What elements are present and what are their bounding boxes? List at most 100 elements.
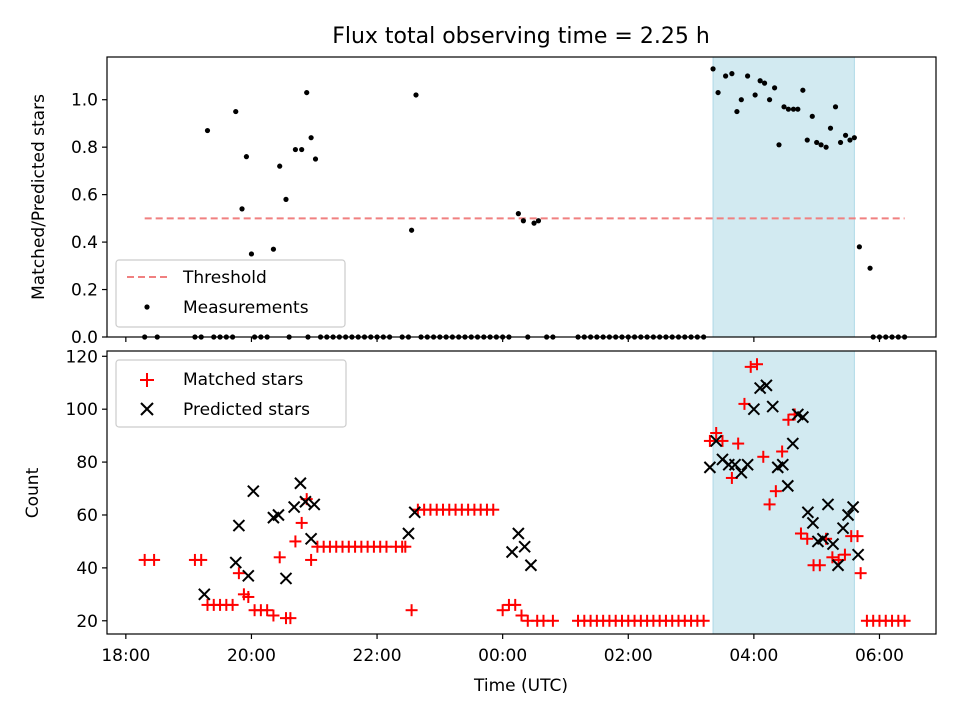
matched-stars-point (226, 598, 239, 611)
legend-threshold-label: Threshold (182, 268, 267, 288)
matched-stars-point (242, 590, 255, 603)
measurement-point (771, 85, 778, 91)
predicted-stars-point (796, 410, 810, 424)
legend-predicted-swatch (140, 402, 154, 416)
matched-stars-point (399, 540, 412, 553)
predicted-stars-point (304, 532, 318, 545)
measurement-point (761, 80, 768, 86)
predicted-stars-point (760, 379, 773, 392)
legend-measurements-label: Measurements (183, 298, 309, 318)
predicted-stars-point (402, 527, 415, 540)
predicted-stars-point (518, 540, 531, 553)
predicted-stars-point (741, 458, 754, 471)
matched-stars-point (826, 551, 839, 564)
legend-matched-swatch (140, 373, 154, 387)
predicted-stars-point (408, 506, 421, 519)
predicted-stars-point (851, 548, 865, 561)
matched-stars-point (794, 527, 807, 540)
predicted-stars-point (272, 508, 285, 522)
matched-stars-point (716, 434, 729, 447)
bottom-y-axis-label: Count (23, 467, 43, 518)
matched-stars-point (305, 553, 318, 566)
matched-stars-point (487, 503, 500, 516)
y-tick-label: 0.6 (71, 186, 98, 206)
bottom-plot-area: 20 40 60 80 100 120 18:00 20:00 22:00 00:00 02:00… (23, 347, 937, 696)
matched-stars-point (751, 358, 764, 371)
predicted-stars-point (524, 559, 538, 572)
predicted-stars-point (735, 466, 748, 479)
matched-stars-point (261, 604, 274, 617)
measurement-point (277, 163, 283, 169)
measurement-point (738, 97, 744, 103)
matched-stars-point (295, 516, 308, 529)
measurement-point (776, 142, 782, 148)
matched-stars-point (195, 553, 208, 566)
matched-stars-point (267, 609, 280, 622)
matched-stars-point (496, 604, 509, 617)
predicted-stars-point (816, 532, 830, 545)
matched-stars-point (854, 567, 867, 580)
matched-stars-point (546, 614, 559, 627)
measurement-point (413, 92, 419, 98)
predicted-stars-point (512, 527, 525, 540)
y-tick-label: 0.2 (71, 281, 98, 301)
measurement-point (535, 218, 542, 224)
measurement-point (312, 156, 319, 162)
measurement-point (239, 206, 245, 212)
predicted-stars-point (279, 572, 293, 585)
matched-stars-point (232, 567, 245, 580)
x-tick-label: 06:00 (855, 646, 904, 666)
bottom-legend-box (115, 359, 347, 428)
matched-stars-point (509, 598, 522, 611)
measurement-point (292, 146, 299, 153)
measurement-point (204, 127, 211, 134)
measurement-point (710, 66, 716, 72)
x-tick-label: 18:00 (101, 646, 150, 666)
measurement-point (842, 132, 849, 138)
measurement-point (781, 104, 787, 110)
predicted-stars-point (229, 556, 242, 569)
y-tick-label: 80 (76, 453, 98, 473)
measurement-point (818, 142, 824, 148)
measurement-point (785, 106, 792, 112)
y-tick-label: 20 (76, 612, 98, 632)
measurement-point (723, 73, 729, 79)
predicted-stars-point (294, 477, 307, 490)
predicted-stars-point (287, 500, 301, 514)
bottom-legend: Matched stars Predicted stars (115, 359, 347, 428)
measurement-point (531, 220, 537, 226)
measurement-point (734, 108, 740, 115)
legend-measurements-swatch (144, 304, 150, 310)
matched-stars-point (769, 485, 782, 498)
predicted-stars-point (826, 537, 840, 551)
predicted-stars-point (766, 400, 779, 413)
matched-stars-point (289, 535, 302, 548)
measurement-point (304, 89, 310, 96)
measurement-point (867, 265, 873, 271)
measurement-point (729, 71, 735, 77)
matched-stars-point (898, 614, 911, 627)
predicted-stars-point (308, 498, 321, 511)
matched-stars-point (284, 612, 297, 625)
predicted-stars-point (831, 559, 845, 572)
predicted-stars-point (299, 495, 312, 508)
measurement-point (299, 146, 305, 153)
measurement-point (744, 73, 751, 79)
measurement-point (809, 113, 815, 119)
predicted-stars-point (198, 588, 211, 601)
predicted-stars-point (841, 508, 855, 522)
measurement-point (283, 196, 289, 202)
x-axis-label: Time (UTC) (473, 676, 568, 696)
predicted-stars-point (801, 506, 815, 519)
matched-stars-point (801, 532, 814, 545)
matched-stars-point (148, 553, 161, 566)
predicted-stars-point (747, 402, 761, 416)
top-plot-frame (106, 56, 937, 338)
legend-matched-label: Matched stars (183, 370, 303, 390)
measurement-point (832, 104, 839, 110)
matched-stars-point (838, 548, 851, 561)
predicted-stars-point (786, 437, 800, 450)
measurement-point (847, 137, 853, 143)
legend-predicted-label: Predicted stars (183, 400, 310, 420)
